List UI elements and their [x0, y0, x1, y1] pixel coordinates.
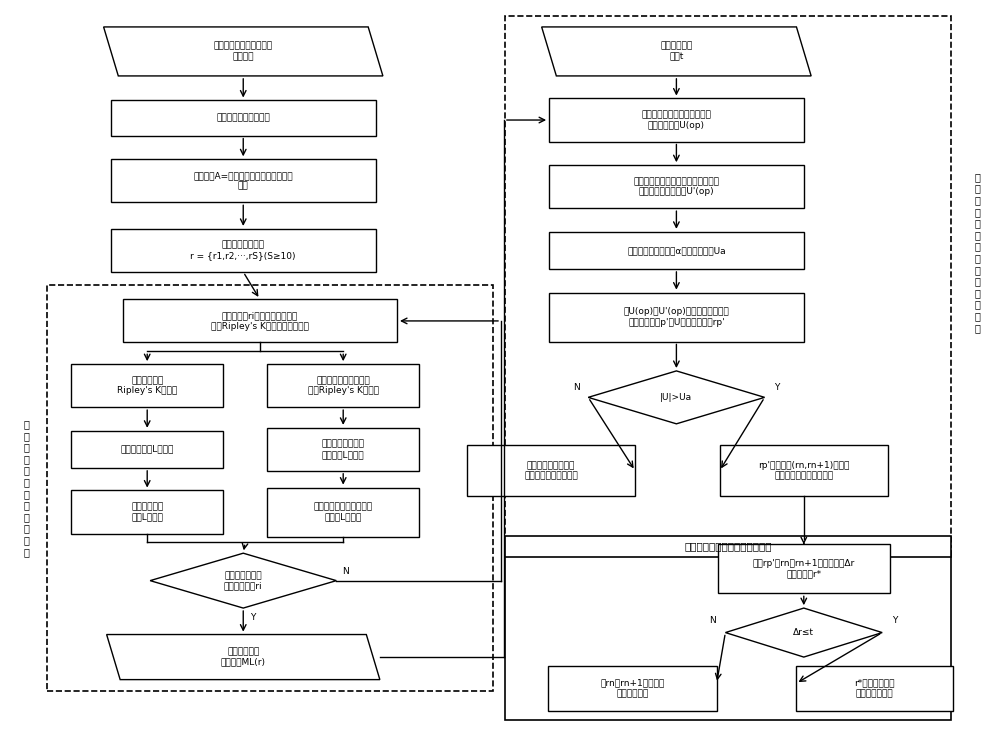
- FancyBboxPatch shape: [549, 165, 804, 208]
- FancyBboxPatch shape: [467, 446, 635, 496]
- Text: 确
定
产
业
集
聚
空
间
模
式
变
点
区
间: 确 定 产 业 集 聚 空 间 模 式 变 点 区 间: [974, 172, 980, 333]
- FancyBboxPatch shape: [111, 229, 376, 272]
- Text: 以rn、rn+1作为空间
尺度限定范围: 以rn、rn+1作为空间 尺度限定范围: [600, 679, 664, 698]
- Polygon shape: [725, 608, 882, 657]
- FancyBboxPatch shape: [123, 299, 397, 342]
- Text: Y: Y: [774, 383, 779, 392]
- Text: 产业集聚空间
模式序列ML(r): 产业集聚空间 模式序列ML(r): [221, 647, 266, 667]
- Polygon shape: [542, 27, 811, 76]
- Polygon shape: [150, 553, 336, 608]
- FancyBboxPatch shape: [549, 98, 804, 141]
- Text: 估计产业区位
Ripley's K函数值: 估计产业区位 Ripley's K函数值: [117, 376, 177, 395]
- Text: 估计产业相关社会经济
数据Ripley's K函数值: 估计产业相关社会经济 数据Ripley's K函数值: [308, 376, 379, 395]
- Text: 对产业集聚空间模式序列反向逆序，
构造并计算新统计量U'(op): 对产业集聚空间模式序列反向逆序， 构造并计算新统计量U'(op): [633, 177, 719, 196]
- Text: 计算产业区位
边际L函数值: 计算产业区位 边际L函数值: [131, 502, 163, 522]
- Text: 数据整合并录入数据库: 数据整合并录入数据库: [216, 114, 270, 122]
- FancyBboxPatch shape: [71, 364, 223, 407]
- Text: 研究区、产业区位及社会
经济数据: 研究区、产业区位及社会 经济数据: [214, 42, 273, 61]
- Polygon shape: [107, 635, 380, 679]
- Text: N: N: [342, 567, 349, 576]
- Text: 估
计
产
业
集
聚
空
间
模
式
序
列: 估 计 产 业 集 聚 空 间 模 式 序 列: [24, 419, 30, 557]
- Text: 对产业集聚空间模式序列构造
并计算统计量U(op): 对产业集聚空间模式序列构造 并计算统计量U(op): [641, 111, 711, 130]
- FancyBboxPatch shape: [267, 487, 419, 537]
- FancyBboxPatch shape: [548, 666, 717, 711]
- Text: Δr≤t: Δr≤t: [793, 628, 814, 637]
- Text: 计算产业区位L函数值: 计算产业区位L函数值: [121, 445, 174, 454]
- Text: Y: Y: [250, 614, 256, 622]
- Text: |U|>Ua: |U|>Ua: [660, 393, 692, 402]
- Text: rp'所在区间(rn,rn+1)内，产
业集聚空间模式存在突变: rp'所在区间(rn,rn+1)内，产 业集聚空间模式存在突变: [758, 461, 849, 481]
- Text: 选取显著性置信水平α，获取临界值Ua: 选取显著性置信水平α，获取临界值Ua: [627, 246, 726, 255]
- Text: 将U(op)与U'(op)作于同一张图中，
获取两线交点p'处U值及空间尺度rp': 将U(op)与U'(op)作于同一张图中， 获取两线交点p'处U值及空间尺度rp…: [624, 307, 729, 327]
- Text: 计算产业相关社会
经济数据L函数值: 计算产业相关社会 经济数据L函数值: [322, 440, 365, 459]
- FancyBboxPatch shape: [111, 100, 376, 136]
- FancyBboxPatch shape: [720, 446, 888, 496]
- FancyBboxPatch shape: [505, 536, 951, 557]
- Text: 计算rp'到rn、rn+1的最小差值Δr
及空间尺度r*: 计算rp'到rn、rn+1的最小差值Δr 及空间尺度r*: [753, 559, 855, 578]
- FancyBboxPatch shape: [796, 666, 953, 711]
- Text: N: N: [709, 616, 716, 625]
- Text: 预设一组空间尺度
r = {r1,r2,···,rS}(S≥10): 预设一组空间尺度 r = {r1,r2,···,rS}(S≥10): [190, 240, 296, 260]
- Text: N: N: [573, 383, 580, 392]
- FancyBboxPatch shape: [71, 490, 223, 534]
- FancyBboxPatch shape: [71, 431, 223, 468]
- Text: 计算产业相关社会经济数
据边际L函数值: 计算产业相关社会经济数 据边际L函数值: [314, 502, 373, 522]
- Text: 确定产业集聚空间模式变点位置: 确定产业集聚空间模式变点位置: [684, 542, 772, 551]
- Text: r*为产业集聚空
间模式突变位置: r*为产业集聚空 间模式突变位置: [854, 679, 895, 698]
- Text: 构造半径为ri的圆形邻域窗口，
选择Ripley's K函数具体估计方法: 构造半径为ri的圆形邻域窗口， 选择Ripley's K函数具体估计方法: [211, 312, 309, 331]
- Text: Y: Y: [892, 616, 897, 625]
- FancyBboxPatch shape: [549, 292, 804, 342]
- Text: 是否遍历预设的
所有空间尺度ri: 是否遍历预设的 所有空间尺度ri: [224, 571, 263, 590]
- FancyBboxPatch shape: [111, 159, 376, 202]
- Polygon shape: [104, 27, 383, 76]
- FancyBboxPatch shape: [267, 364, 419, 407]
- Text: 设定变点位置
阈值t: 设定变点位置 阈值t: [660, 42, 693, 61]
- FancyBboxPatch shape: [549, 232, 804, 269]
- Polygon shape: [588, 371, 765, 424]
- FancyBboxPatch shape: [267, 428, 419, 471]
- Text: 计算区域A=所有产业区位面积最小外接
矩形: 计算区域A=所有产业区位面积最小外接 矩形: [193, 171, 293, 191]
- Text: 产业集聚空间模式在
空间序列上不存在突变: 产业集聚空间模式在 空间序列上不存在突变: [524, 461, 578, 481]
- FancyBboxPatch shape: [718, 545, 890, 594]
